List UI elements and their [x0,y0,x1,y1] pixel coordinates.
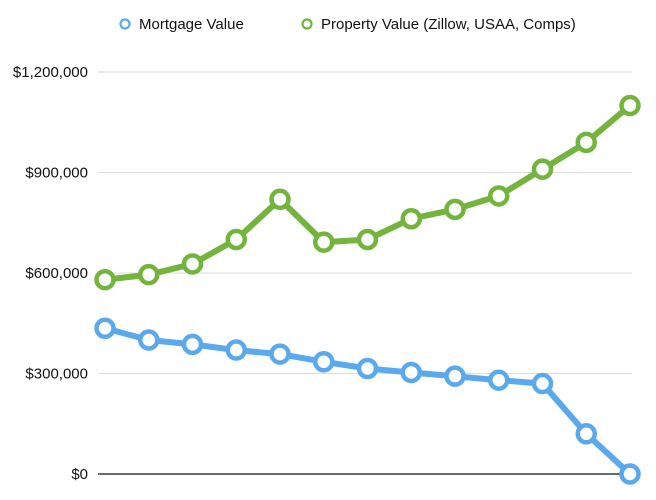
data-point [444,198,466,221]
data-point [313,351,335,373]
data-point [488,369,510,391]
data-point [531,158,554,180]
data-point [181,333,204,356]
data-point [531,372,554,395]
y-tick-label: $300,000 [25,366,88,383]
data-point [356,228,379,251]
series-group [94,94,641,485]
series-0 [94,317,641,485]
series-1 [94,94,641,291]
data-point [225,228,247,251]
data-point [269,343,291,365]
legend-label: Property Value (Zillow, USAA, Comps) [321,16,576,33]
y-tick-label: $1,200,000 [13,64,88,81]
legend-marker [119,18,131,30]
data-point [225,339,247,361]
data-point [94,317,116,340]
y-tick-label: $0 [71,466,88,483]
series-line [102,102,633,283]
gridlines [98,71,632,475]
data-point [269,188,291,211]
data-point [575,423,597,445]
data-point [488,185,510,207]
data-point [400,207,422,230]
data-point [575,131,597,154]
legend-label: Mortgage Value [139,16,244,33]
legend-item: Mortgage Value [119,16,244,33]
y-tick-label: $900,000 [25,165,88,182]
data-point [138,263,160,286]
data-point [619,94,641,117]
data-point [313,231,335,253]
data-point [400,361,422,384]
data-point [138,329,160,351]
data-point [356,357,379,380]
data-point [181,253,204,275]
legend-item: Property Value (Zillow, USAA, Comps) [301,16,576,33]
legend: Mortgage Value Property Value (Zillow, US… [119,16,576,33]
y-axis: $0 $300,000 $600,000 $900,000 $1,200,000 [13,64,88,483]
legend-marker [301,18,313,30]
data-point [444,365,466,387]
data-point [94,268,116,291]
y-tick-label: $600,000 [25,265,88,282]
data-point [619,463,641,485]
